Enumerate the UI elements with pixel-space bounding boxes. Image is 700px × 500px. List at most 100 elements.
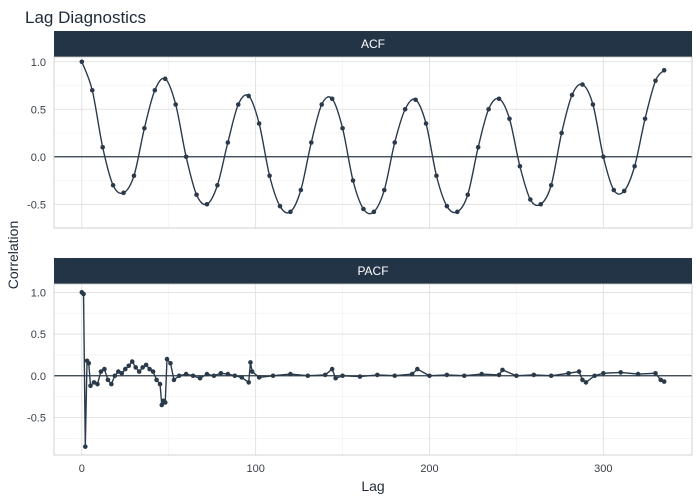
facet-strip-label: PACF <box>357 264 388 278</box>
data-point <box>319 102 325 107</box>
data-point <box>159 402 165 408</box>
data-point <box>371 209 377 215</box>
data-point <box>583 380 589 385</box>
y-tick-label: 1.0 <box>31 287 46 299</box>
data-point <box>112 373 118 379</box>
data-point <box>496 372 502 378</box>
data-point <box>288 209 293 215</box>
panel-border <box>53 56 693 229</box>
data-point <box>110 182 116 188</box>
y-tick-label: 0.0 <box>31 371 46 383</box>
data-point <box>548 373 554 379</box>
data-point <box>580 377 585 383</box>
data-point <box>361 206 366 212</box>
data-point <box>528 197 533 202</box>
data-point <box>235 102 241 107</box>
data-point <box>162 76 168 82</box>
data-point <box>661 68 667 73</box>
data-point <box>375 372 380 378</box>
y-tick-label: -0.5 <box>27 412 46 424</box>
series-line-pacf <box>81 291 665 447</box>
data-point <box>305 373 311 379</box>
data-point <box>661 379 667 384</box>
data-point <box>82 444 88 449</box>
chart-title: Lag Diagnostics <box>25 8 146 27</box>
data-point <box>333 375 338 381</box>
data-point <box>357 374 363 379</box>
data-point <box>621 188 627 194</box>
y-tick-label: -0.5 <box>27 199 46 211</box>
data-point <box>140 365 145 370</box>
data-point <box>136 369 142 374</box>
data-point <box>381 187 387 193</box>
y-tick-label: 0.5 <box>31 104 46 116</box>
data-point <box>152 87 158 93</box>
data-point <box>176 373 182 379</box>
data-point <box>569 92 575 98</box>
x-axis-ticks: 0 100 200 300 <box>79 463 613 475</box>
data-point <box>496 96 502 102</box>
data-point <box>100 144 105 150</box>
data-point <box>116 369 121 374</box>
data-point <box>225 140 231 145</box>
data-point <box>444 372 450 378</box>
data-point <box>601 370 606 376</box>
data-point <box>225 371 231 377</box>
data-point <box>232 373 238 379</box>
data-point <box>95 381 100 387</box>
data-point <box>340 125 345 131</box>
data-point <box>129 359 135 364</box>
data-point <box>256 121 262 126</box>
data-point <box>580 82 585 87</box>
data-point <box>618 370 624 375</box>
data-point <box>576 369 582 374</box>
data-point <box>340 373 345 379</box>
data-point <box>119 370 125 376</box>
data-point <box>204 371 210 377</box>
data-point <box>538 201 544 207</box>
data-point <box>246 380 252 385</box>
data-point <box>122 366 128 372</box>
data-point <box>211 373 217 379</box>
data-point <box>444 203 450 209</box>
data-point <box>197 375 203 381</box>
data-point <box>143 362 149 368</box>
series-line-acf <box>81 61 665 215</box>
data-point <box>514 373 519 379</box>
data-point <box>249 369 255 374</box>
data-point <box>126 363 132 369</box>
facet-strip-label: ACF <box>361 37 385 51</box>
data-point <box>171 377 177 383</box>
data-point <box>109 381 114 387</box>
data-point <box>590 102 596 107</box>
data-point <box>507 116 512 122</box>
x-tick-label: 200 <box>420 463 438 475</box>
data-point <box>98 369 104 374</box>
data-point <box>168 360 173 366</box>
data-point <box>102 366 107 372</box>
data-point <box>531 372 537 378</box>
data-point <box>517 163 523 169</box>
data-point <box>415 366 420 372</box>
data-point <box>566 370 571 376</box>
panel-acf: ACF -0.5 0.0 0.5 1.0 <box>27 31 693 229</box>
data-point <box>81 291 86 297</box>
data-point <box>434 173 439 179</box>
y-tick-label: 0.0 <box>31 152 46 164</box>
data-point <box>329 96 335 102</box>
data-point <box>559 130 564 136</box>
data-point <box>218 370 224 376</box>
data-point <box>413 97 418 103</box>
data-point <box>88 383 93 389</box>
data-point <box>500 367 505 373</box>
data-point <box>350 178 356 183</box>
data-point <box>157 381 163 387</box>
data-point <box>91 380 97 385</box>
data-point <box>465 192 471 198</box>
data-point <box>246 93 252 99</box>
data-point <box>239 375 245 380</box>
data-point <box>190 373 196 379</box>
data-point <box>256 375 262 380</box>
data-point <box>392 373 398 379</box>
